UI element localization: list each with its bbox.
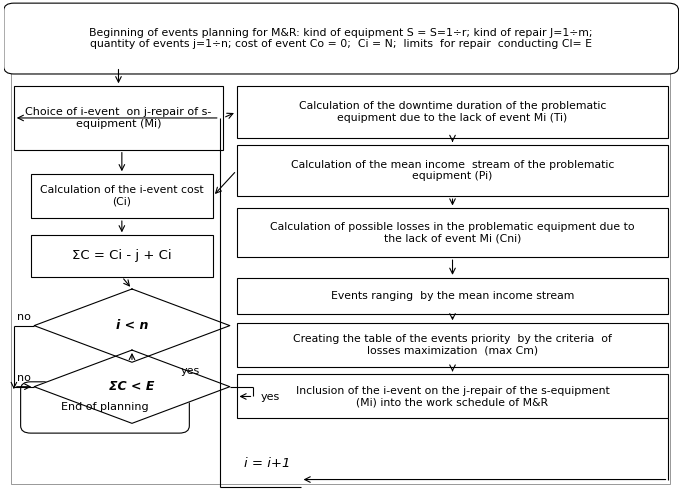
Text: no: no xyxy=(17,373,31,383)
Text: no: no xyxy=(17,312,31,322)
Polygon shape xyxy=(34,350,230,423)
FancyBboxPatch shape xyxy=(237,145,668,196)
Text: ΣC < E: ΣC < E xyxy=(109,380,155,393)
FancyBboxPatch shape xyxy=(4,3,679,74)
FancyBboxPatch shape xyxy=(31,235,213,277)
Text: i < n: i < n xyxy=(116,319,148,332)
Text: yes: yes xyxy=(261,392,280,402)
Text: Choice of i-event  on j-repair of s-
equipment (Mi): Choice of i-event on j-repair of s- equi… xyxy=(25,107,211,129)
Text: yes: yes xyxy=(181,366,200,376)
FancyBboxPatch shape xyxy=(14,86,223,150)
FancyBboxPatch shape xyxy=(21,382,189,433)
Text: Calculation of the mean income  stream of the problematic
equipment (Pi): Calculation of the mean income stream of… xyxy=(291,160,614,181)
Text: Creating the table of the events priority  by the criteria  of
losses maximizati: Creating the table of the events priorit… xyxy=(293,334,612,356)
Text: Calculation of the i-event cost
(Ci): Calculation of the i-event cost (Ci) xyxy=(40,185,204,207)
FancyBboxPatch shape xyxy=(237,323,668,367)
FancyBboxPatch shape xyxy=(237,208,668,257)
Text: Events ranging  by the mean income stream: Events ranging by the mean income stream xyxy=(331,291,574,301)
Text: Beginning of events planning for M&R: kind of equipment S = S=1÷r; kind of repai: Beginning of events planning for M&R: ki… xyxy=(90,28,593,49)
Text: Calculation of the downtime duration of the problematic
equipment due to the lac: Calculation of the downtime duration of … xyxy=(299,101,606,122)
FancyBboxPatch shape xyxy=(31,174,213,218)
FancyBboxPatch shape xyxy=(237,278,668,315)
Text: ΣC = Ci - j + Ci: ΣC = Ci - j + Ci xyxy=(72,249,172,263)
Text: i = i+1: i = i+1 xyxy=(244,457,290,470)
FancyBboxPatch shape xyxy=(237,86,668,138)
Text: Calculation of possible losses in the problematic equipment due to
the lack of e: Calculation of possible losses in the pr… xyxy=(270,222,635,244)
Text: End of planning: End of planning xyxy=(61,402,149,413)
Polygon shape xyxy=(34,289,230,362)
FancyBboxPatch shape xyxy=(237,374,668,418)
Text: Inclusion of the i-event on the j-repair of the s-equipment
(Mi) into the work s: Inclusion of the i-event on the j-repair… xyxy=(295,386,609,407)
